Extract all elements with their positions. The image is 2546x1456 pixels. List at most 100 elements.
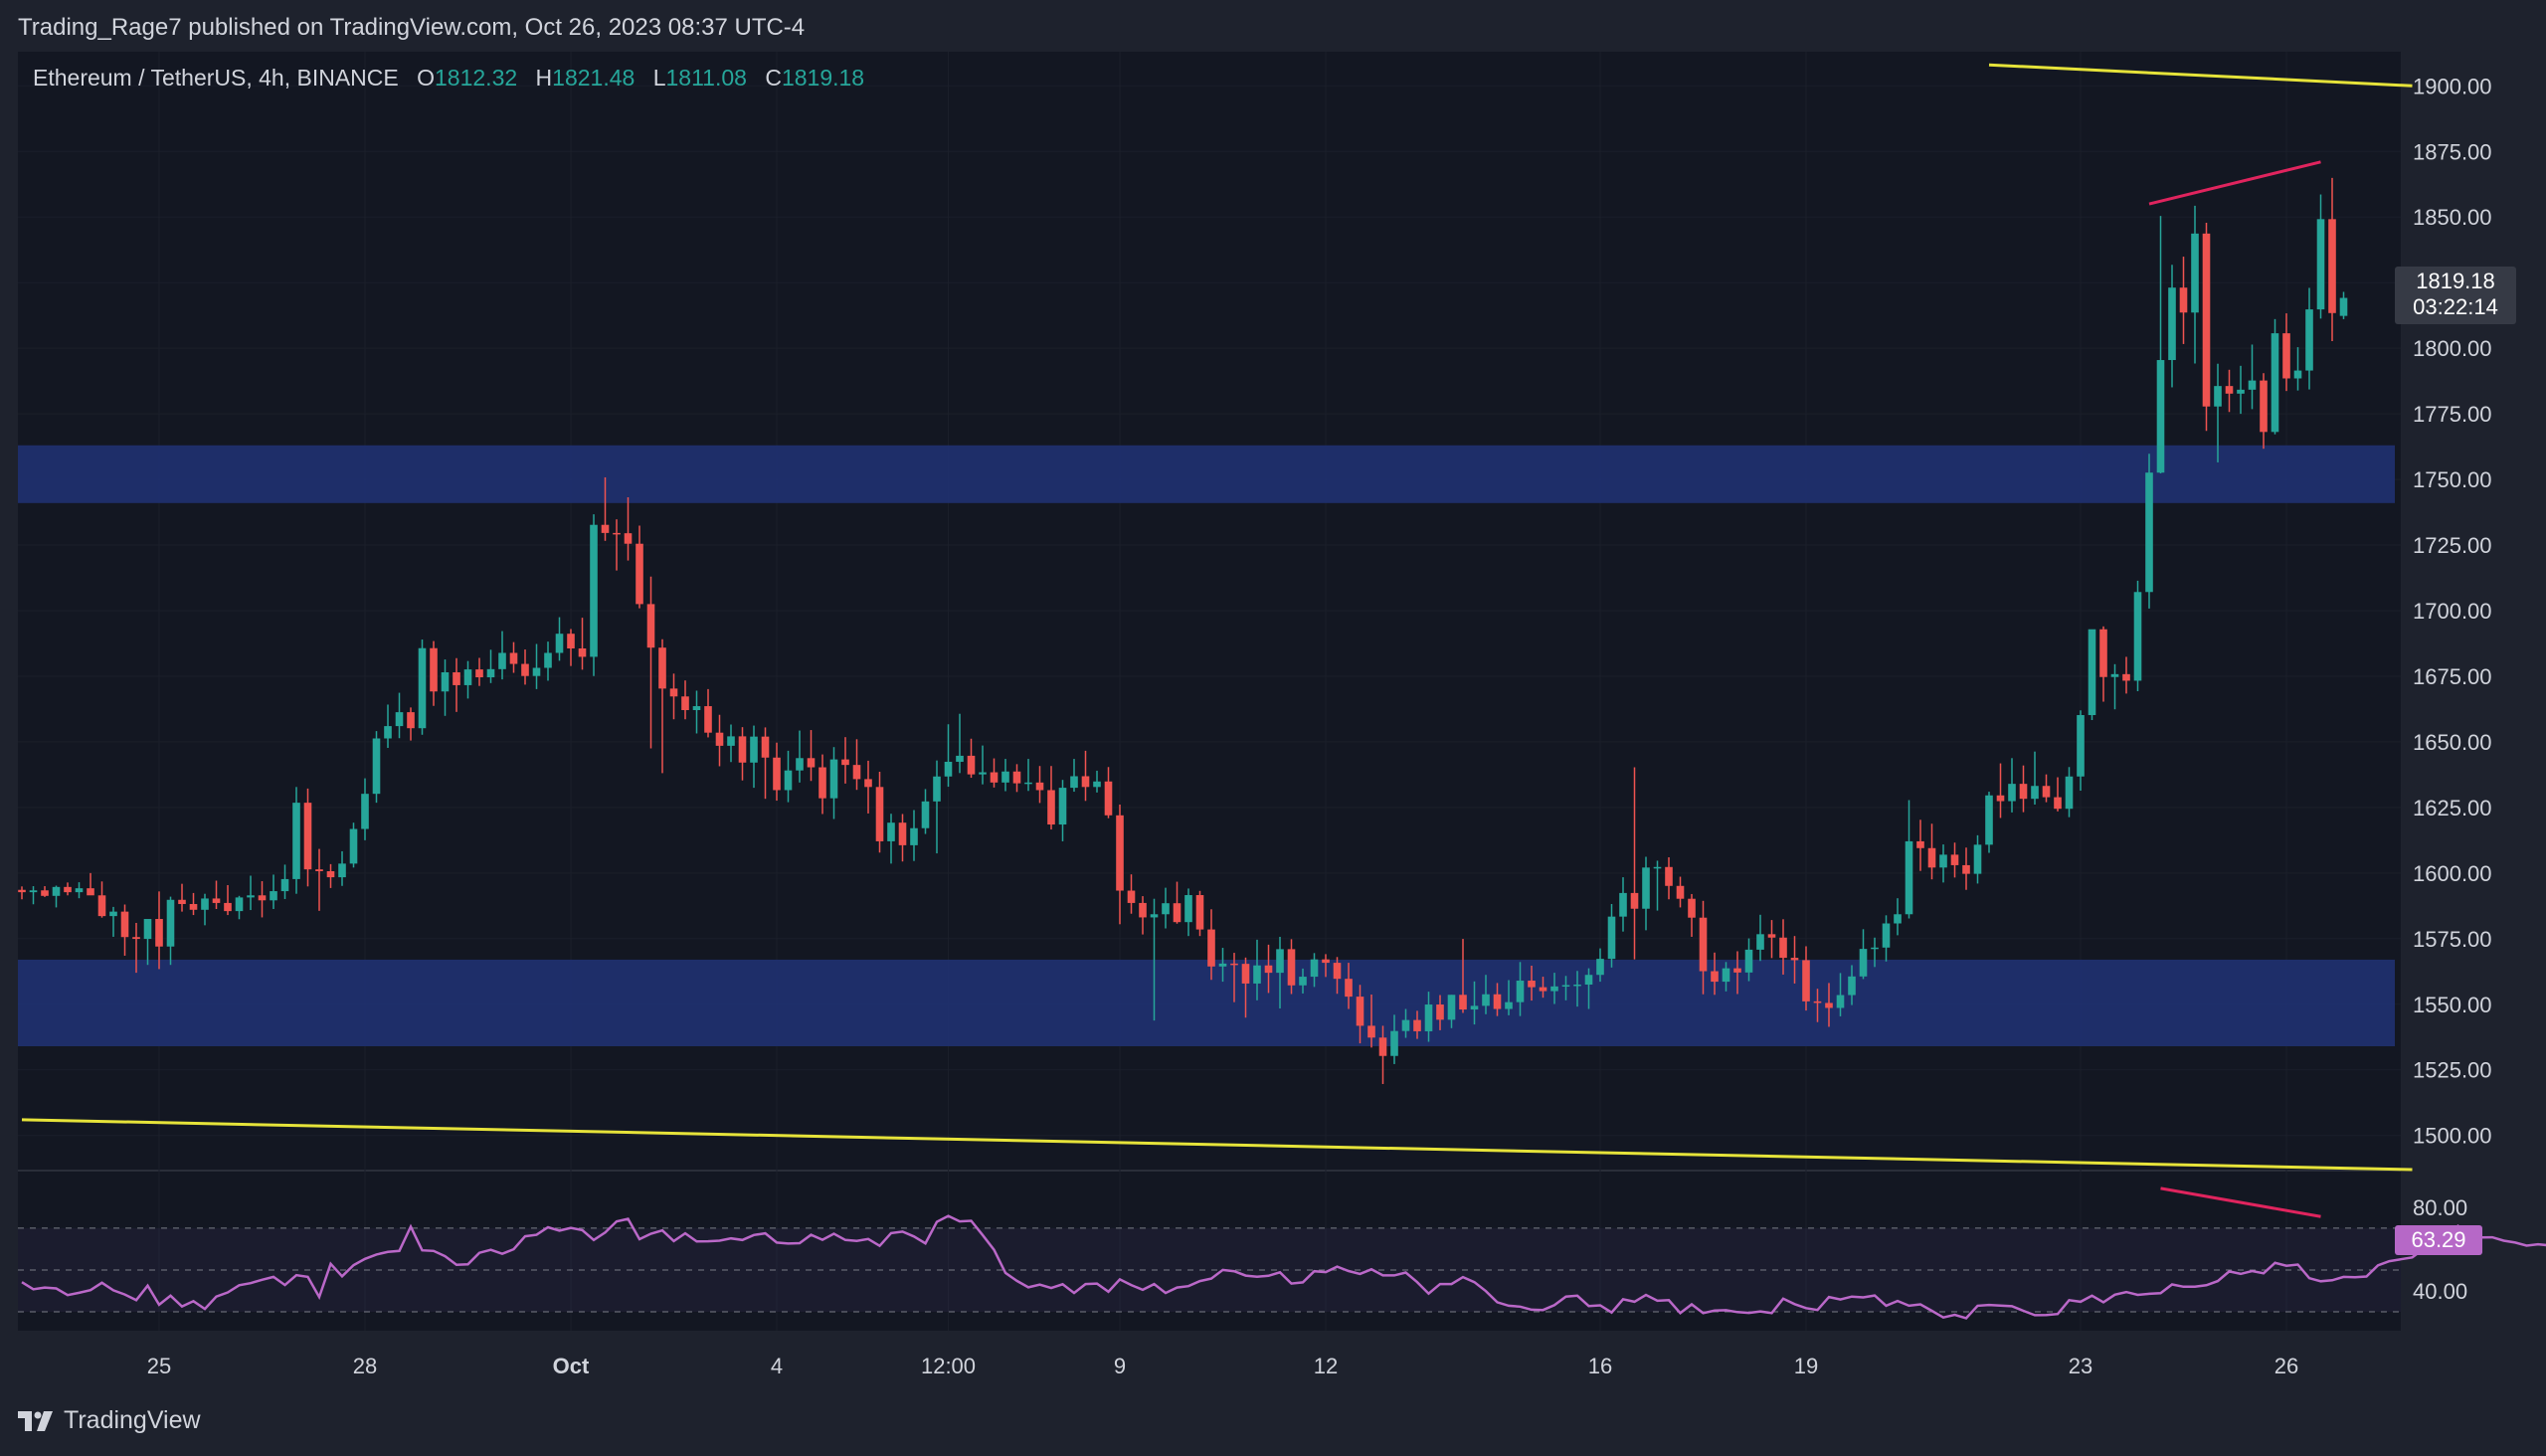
price-tick-label: 1900.00	[2413, 74, 2492, 98]
candle-body	[212, 898, 221, 903]
rsi-band	[18, 1227, 2401, 1313]
candle-body	[875, 787, 884, 841]
candle-body	[2133, 592, 2142, 681]
candle-body	[1859, 949, 1868, 977]
candle-body	[453, 672, 460, 685]
candle-body	[303, 803, 312, 870]
candle-body	[1390, 1030, 1398, 1056]
candle-body	[292, 803, 300, 879]
candle-body	[990, 772, 999, 783]
candle-body	[818, 767, 826, 799]
candle-body	[280, 878, 289, 892]
candle-body	[201, 898, 209, 910]
close-value: 1819.18	[781, 65, 865, 91]
candle-body	[247, 895, 255, 898]
candle-body	[1927, 847, 1936, 868]
candle-body	[1733, 968, 1741, 973]
candle-body	[532, 667, 541, 676]
candle-body	[1150, 914, 1159, 918]
candle-body	[2122, 673, 2130, 681]
candle-body	[2088, 629, 2096, 716]
candle-body	[1356, 997, 1364, 1026]
price-tick-label: 1650.00	[2413, 730, 2492, 755]
time-axis[interactable]: 25 28 Oct 4 12:00 9 12 16 19 23 26	[147, 1354, 2298, 1378]
candle-body	[1607, 916, 1616, 960]
candle-body	[1424, 1004, 1433, 1031]
bar-countdown: 03:22:14	[2413, 294, 2498, 319]
candle-body	[2202, 233, 2211, 407]
candle-body	[1218, 963, 1227, 967]
candle-body	[18, 889, 26, 893]
candle-body	[2271, 333, 2279, 433]
candle-body	[270, 891, 277, 901]
symbol-name[interactable]: Ethereum / TetherUS, 4h, BINANCE	[33, 65, 399, 91]
candle-body	[1024, 782, 1032, 785]
candle-body	[1653, 866, 1662, 869]
candle-body	[544, 652, 552, 668]
time-tick-label: 19	[1794, 1354, 1818, 1378]
candle-body	[2019, 784, 2028, 800]
candle-body	[1916, 840, 1924, 848]
candle-body	[1127, 890, 1136, 903]
candle-body	[1493, 994, 1502, 1009]
candle-body	[1848, 976, 1856, 996]
candle-body	[1207, 929, 1215, 967]
candle-body	[2077, 715, 2085, 777]
candle-body	[1676, 885, 1685, 899]
candle-body	[1573, 984, 1581, 987]
candle-body	[2110, 673, 2119, 677]
candle-body	[1756, 934, 1764, 950]
candle-body	[1802, 960, 1810, 1001]
time-axis-background	[18, 1331, 2401, 1390]
candle-body	[1070, 776, 1078, 789]
candle-body	[681, 696, 689, 710]
candle-body	[1241, 964, 1250, 984]
open-label: O	[417, 65, 436, 91]
time-tick-label: 12	[1314, 1354, 1338, 1378]
candle-body	[372, 738, 381, 795]
support-resistance-zones	[18, 445, 2395, 1046]
candle-body	[97, 895, 106, 917]
candle-body	[1973, 844, 1982, 874]
candle-body	[235, 897, 244, 912]
candle-body	[704, 706, 712, 733]
rsi-value-label: 63.29	[2395, 1225, 2482, 1255]
candle-body	[1939, 854, 1947, 868]
candle-body	[2339, 297, 2348, 316]
candle-body	[1264, 965, 1273, 974]
candle-body	[2042, 786, 2051, 798]
candle-body	[1825, 1002, 1833, 1008]
candle-body	[967, 755, 976, 775]
symbol-legend[interactable]: Ethereum / TetherUS, 4h, BINANCE O1812.3…	[33, 65, 864, 91]
rsi-indicator	[18, 1186, 2546, 1320]
candle-body	[338, 863, 346, 878]
candle-body	[624, 533, 633, 544]
candle-body	[418, 647, 427, 729]
price-axis[interactable]: 1900.001875.001850.001825.001800.001775.…	[2413, 74, 2492, 1304]
candle-body	[2179, 287, 2188, 313]
candle-body	[738, 736, 747, 763]
candle-body	[1482, 994, 1490, 1006]
publisher-text: Trading_Rage7 published on TradingView.c…	[18, 14, 806, 41]
price-tick-label: 1800.00	[2413, 336, 2492, 361]
last-price-label: 1819.18 03:22:14	[2395, 267, 2516, 324]
tradingview-brand[interactable]: TradingView	[18, 1406, 201, 1435]
candle-body	[1345, 979, 1353, 998]
candle-body	[727, 736, 735, 746]
candle-body	[1116, 815, 1124, 891]
time-tick-label: 28	[353, 1354, 377, 1378]
candle-body	[1470, 1005, 1479, 1010]
candle-body	[1711, 971, 1719, 983]
candle-body	[2168, 287, 2176, 361]
candle-body	[1447, 995, 1456, 1020]
candle-body	[636, 543, 643, 605]
candle-body	[315, 869, 323, 872]
footer-bar	[0, 1390, 2546, 1456]
candle-body	[567, 634, 575, 648]
candle-body	[1665, 866, 1673, 886]
price-tick-label: 1850.00	[2413, 205, 2492, 230]
candle-body	[1333, 963, 1342, 980]
candle-body	[1905, 840, 1913, 915]
